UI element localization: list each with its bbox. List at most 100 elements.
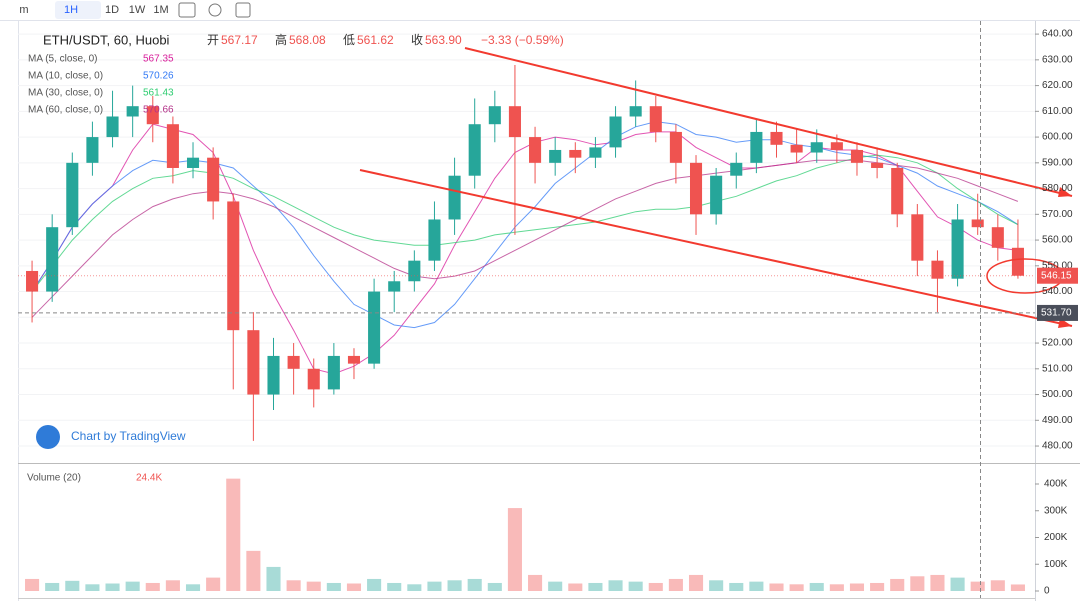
indicator-icon[interactable]: [178, 2, 196, 18]
volume-bar: [930, 574, 945, 591]
interval-button[interactable]: m: [19, 4, 28, 16]
candle-body: [186, 157, 200, 168]
candle-body: [408, 260, 421, 282]
legend-key: 低: [343, 33, 355, 47]
candle-body: [810, 142, 823, 153]
candle-body: [227, 201, 240, 331]
trend-line-lower[interactable]: [359, 169, 1073, 327]
candle-body: [931, 260, 944, 279]
volume-bar: [910, 576, 925, 591]
candle-body: [830, 142, 843, 150]
trend-line-upper[interactable]: [464, 47, 1073, 197]
volume-bar: [829, 584, 844, 591]
candle-body: [951, 219, 964, 279]
volume-bar: [25, 578, 40, 591]
symbol: ETH/USDT, 60, Huobi: [43, 32, 170, 47]
volume-bar: [65, 580, 80, 591]
volume-bar: [125, 581, 140, 591]
volume-bar: [648, 582, 663, 591]
volume-bar: [206, 577, 221, 591]
volume-bar: [1010, 584, 1025, 591]
crosshair-label: 531.70: [1041, 308, 1072, 319]
candle-body: [327, 355, 340, 390]
candle-body: [891, 167, 904, 215]
volume-bar: [749, 581, 764, 591]
candle-body: [86, 137, 99, 163]
volume-bar: [387, 582, 402, 591]
ma-line: [31, 154, 1019, 292]
candle-body: [770, 131, 783, 145]
y-tick-label: 560.00: [1042, 235, 1073, 246]
ma-legend: MA (10, close, 0): [28, 71, 103, 82]
y-tick-label: 510.00: [1042, 363, 1073, 374]
y-tick-label: 640.00: [1042, 29, 1073, 40]
ma-legend-value: 570.66: [143, 105, 174, 116]
change: −3.33 (−0.59%): [481, 33, 564, 47]
candle-body: [529, 137, 542, 163]
volume-bar: [185, 584, 201, 591]
legend-key: 开: [207, 33, 219, 47]
y-tick-label: 600.00: [1042, 132, 1073, 143]
candle-body: [750, 131, 763, 163]
volume-tick-label: 100K: [1044, 559, 1068, 570]
ma-legend: MA (30, close, 0): [28, 88, 103, 99]
last-price-tag: [1037, 267, 1078, 284]
volume-bar: [990, 580, 1005, 591]
candle-body: [146, 106, 159, 125]
ma-legend: MA (5, close, 0): [28, 54, 97, 65]
volume-bar: [628, 581, 643, 591]
legend-key: 收: [411, 33, 423, 47]
volume-bar: [447, 580, 462, 591]
legend-value: 561.62: [357, 33, 394, 47]
crosshair-tag: [1037, 304, 1078, 321]
volume-bar: [105, 583, 120, 591]
volume-bar: [286, 580, 301, 591]
volume-bar: [568, 583, 583, 591]
y-tick-label: 540.00: [1042, 286, 1073, 297]
volume-bar: [809, 582, 824, 591]
y-tick-label: 570.00: [1042, 209, 1073, 220]
y-tick-label: 520.00: [1042, 338, 1073, 349]
y-tick-label: 620.00: [1042, 80, 1073, 91]
volume-bar: [487, 582, 502, 591]
interval-button[interactable]: 1W: [129, 4, 146, 16]
volume-bar: [849, 583, 865, 591]
ma-line: [31, 159, 1019, 318]
interval-button[interactable]: 1H: [64, 4, 78, 16]
volume-bar: [548, 581, 563, 591]
settings-icon[interactable]: [208, 3, 222, 17]
ma-legend: MA (60, close, 0): [28, 105, 103, 116]
ohlc-legend: 开 567.17 高 568.08 低 561.62 收 563.90 MA (5, close…: [28, 32, 462, 115]
candle-body: [991, 227, 1004, 248]
candle-body: [629, 106, 642, 117]
ma-legend-value: 561.43: [143, 88, 174, 99]
volume-bar: [145, 582, 160, 591]
legend-value: 568.08: [289, 33, 326, 47]
interval-button[interactable]: 1M: [153, 4, 168, 16]
candle-body: [669, 131, 682, 163]
watermark: Chart by TradingView: [71, 429, 186, 443]
candle-body: [46, 227, 59, 292]
grid: [18, 33, 1035, 447]
candle-body: [247, 330, 260, 395]
volume-tick-label: 400K: [1044, 479, 1068, 490]
volume-bar: [890, 578, 905, 591]
snapshot-icon[interactable]: [235, 2, 251, 18]
candles: [26, 64, 1024, 441]
candle-body: [26, 270, 39, 292]
candle-body: [850, 149, 864, 163]
moving-averages: [31, 121, 1019, 375]
candle-body: [790, 144, 803, 153]
volume-bar: [588, 582, 603, 591]
legend-key: 高: [275, 32, 287, 47]
volume-bar: [870, 582, 885, 591]
candle-body: [287, 355, 300, 369]
interval-button[interactable]: 1D: [105, 4, 119, 16]
candle-body: [488, 106, 501, 125]
volume-bar: [85, 584, 100, 591]
last-price-label: 546.15: [1041, 270, 1072, 281]
volume-bar: [668, 578, 683, 591]
candle-body: [871, 162, 884, 168]
candle-body: [468, 124, 481, 176]
